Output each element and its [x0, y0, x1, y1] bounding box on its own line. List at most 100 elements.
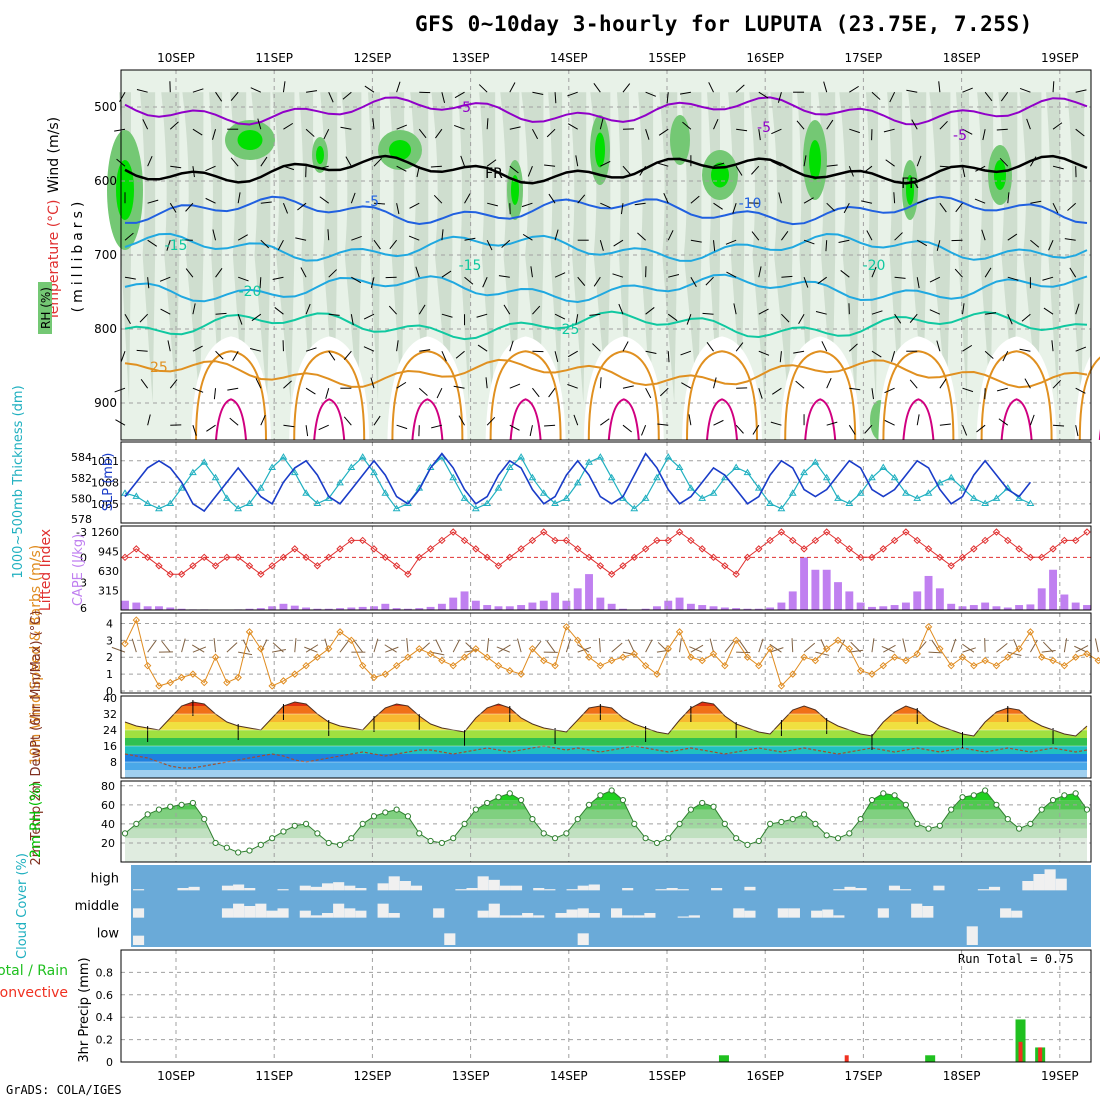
wind-barb	[667, 351, 670, 363]
wind-barb	[458, 415, 465, 426]
wind-barb	[916, 277, 920, 289]
wind-speed-point	[902, 656, 910, 665]
surface-wind-barb	[883, 644, 896, 653]
surface-wind-barb	[546, 640, 556, 653]
wind-barb	[317, 165, 329, 170]
isotherm-10	[124, 232, 1088, 262]
wind-barb	[826, 377, 832, 389]
rh-shade-column	[458, 92, 472, 403]
wind-barb	[589, 313, 601, 316]
wind-barb	[464, 193, 471, 204]
wind-speed-point	[1026, 628, 1035, 636]
wind-barb	[1029, 414, 1035, 426]
contour-label: 25	[150, 360, 168, 376]
wind-barb	[658, 128, 669, 136]
cape-bar	[992, 606, 1001, 610]
wind-tick-label: 3	[106, 634, 113, 647]
wind-barb	[1043, 307, 1054, 315]
rh-point	[359, 820, 366, 827]
cape-bar	[879, 606, 888, 610]
wind-speed-point	[936, 645, 944, 653]
cape-bar	[177, 608, 186, 610]
surface-wind-barb	[1063, 638, 1068, 653]
lifted-index-point	[426, 545, 435, 553]
isotherm-30-loop	[411, 398, 444, 441]
thickness-tick-label: 584	[71, 451, 92, 464]
wind-barb	[124, 313, 131, 324]
precip-total-bar	[925, 1055, 936, 1062]
wind-barb	[984, 91, 993, 102]
wind-barb	[803, 239, 815, 245]
wind-barb	[680, 350, 692, 356]
surface-wind-barb	[498, 644, 511, 653]
lifted-index-point	[913, 536, 921, 545]
cloud-high-bar	[388, 876, 400, 891]
rh-bands	[125, 790, 1087, 862]
lifted-index-point	[664, 536, 672, 545]
thickness-point	[709, 489, 718, 496]
surface-wind-barb	[881, 646, 895, 653]
wind-barb	[826, 164, 838, 167]
surface-wind-barb	[147, 640, 157, 653]
surface-wind-barb	[1074, 645, 1088, 653]
slp-tick-label: 1011	[91, 455, 119, 468]
cloud-high-bar	[321, 883, 334, 891]
wind-barb	[599, 118, 604, 130]
isotherm-25-loop	[784, 350, 857, 441]
isotherm-30-loop	[509, 398, 542, 441]
wind-axis-label: 10m Wind Speed & Barbs (m/s)	[28, 545, 44, 765]
wind-barb	[185, 202, 194, 212]
wind-barb	[255, 378, 262, 389]
cloud-high-bar	[677, 889, 689, 891]
cape-bar	[460, 591, 469, 610]
surface-wind-barb	[1075, 645, 1089, 653]
wind-barb	[688, 414, 692, 426]
rh-shade-column	[299, 92, 314, 403]
precip-total-bar	[718, 1055, 729, 1062]
panel-frame	[120, 695, 1092, 779]
wind-barb	[170, 165, 182, 169]
wind-barb	[114, 128, 126, 132]
thickness-point	[245, 499, 254, 507]
wind-barb	[985, 312, 997, 315]
surface-wind-barb	[517, 638, 522, 653]
wind-barb	[478, 84, 488, 93]
wind-speed-point	[483, 653, 491, 661]
cape-bar	[1083, 605, 1091, 610]
lifted-index-point	[1049, 545, 1057, 553]
wind-speed-point	[789, 670, 797, 678]
wind-barb	[826, 202, 835, 212]
cape-bar	[336, 608, 344, 610]
wind-barb	[418, 304, 426, 315]
precip-legend-convective: Convective	[0, 985, 68, 1001]
cloud-middle-bar	[355, 910, 367, 918]
wind-speed-point	[868, 670, 876, 678]
cloud-high-bar	[177, 888, 189, 891]
cloud-high-bar	[488, 879, 500, 891]
wind-barb	[232, 350, 239, 361]
rh-shade-column	[1019, 92, 1042, 403]
cape-bar	[675, 597, 684, 610]
wind-barb	[370, 277, 375, 288]
lifted-index-point	[573, 545, 582, 553]
lifted-index-point	[1038, 553, 1046, 562]
thickness-point	[630, 504, 639, 512]
cape-bar	[901, 602, 910, 610]
temp-band	[125, 770, 1087, 778]
wind-barb	[147, 414, 151, 426]
wind-barb	[342, 91, 352, 100]
cloud-high-bar	[888, 885, 901, 891]
thickness-point	[528, 473, 537, 481]
wind-tick-label: 0	[106, 685, 113, 698]
cape-bar	[245, 608, 254, 610]
lifted-index-point	[347, 536, 356, 545]
rh-point	[710, 803, 717, 810]
legend-rh: RH (%)	[39, 287, 53, 329]
wind-barb	[1007, 233, 1018, 241]
wind-barb	[645, 350, 657, 354]
surface-wind-barb	[435, 639, 443, 653]
cape-bar	[551, 592, 560, 610]
wind-speed-point	[981, 656, 989, 665]
wind-speed-point	[1083, 650, 1091, 658]
